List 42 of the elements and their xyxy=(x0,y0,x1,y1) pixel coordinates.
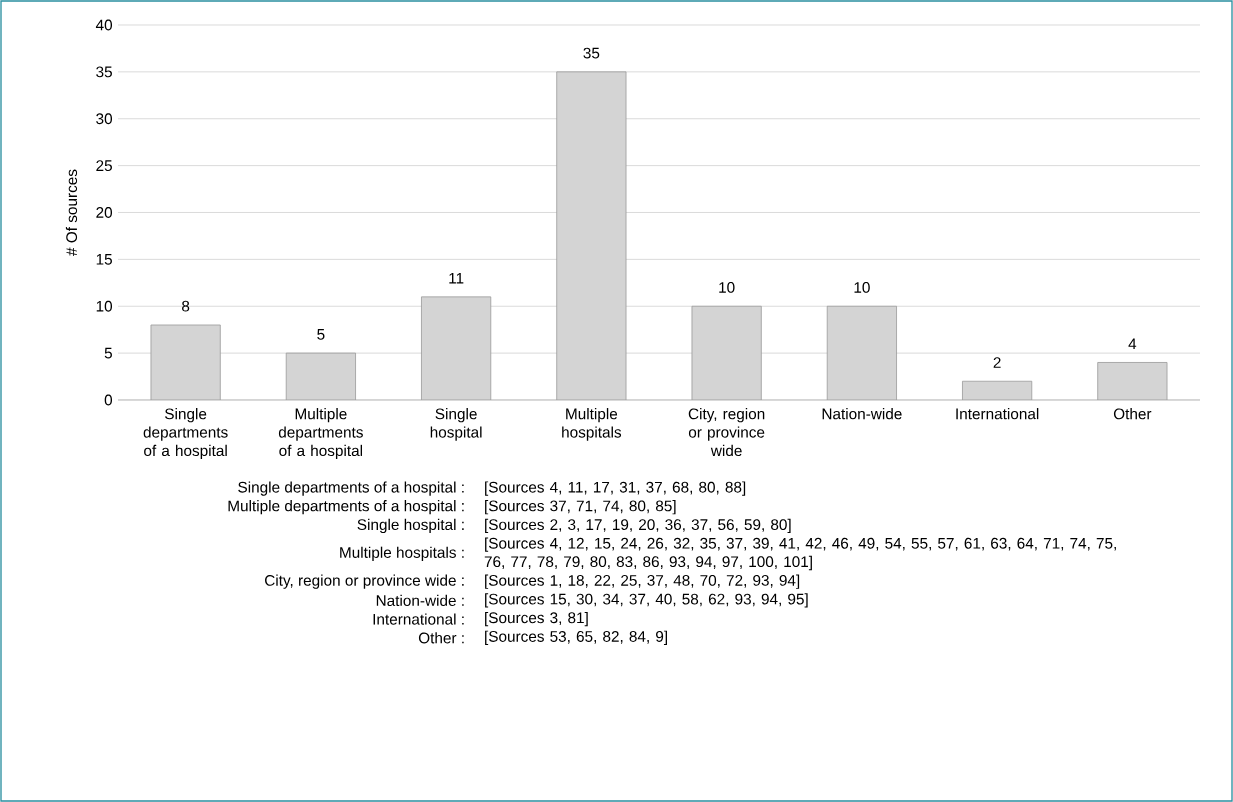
data-label: 4 xyxy=(1128,338,1137,350)
text: [Sources 15, 30, 34, 37, 40, 58, 62, 93, 94, 95] xyxy=(485,593,808,608)
y-tick-label: 40 xyxy=(95,19,113,31)
x-tick-label: Multiple hospitals xyxy=(562,408,622,441)
text: [Sources 4, 12, 15, 24, 26, 32, 35, 37, 39, 41, 42, 46, 49, 54, 55, 57, 61, 63, 64, 71, 74, 75, 76, 77, 78, 79, 80, 83, 86, 93, 94, 97, 100, 101] xyxy=(484,537,1116,571)
x-tick-label: Single hospital xyxy=(430,408,482,441)
data-label: 8 xyxy=(182,300,190,312)
data-label: 35 xyxy=(583,47,600,59)
data-label: 11 xyxy=(449,272,464,284)
y-tick-label: 10 xyxy=(96,300,113,312)
y-tick-label: 5 xyxy=(104,347,112,359)
y-axis-title: # Of sources xyxy=(65,169,78,256)
text: [Sources 2, 3, 17, 19, 20, 36, 37, 56, 59, 80] xyxy=(485,518,791,534)
text: [Sources 37, 71, 74, 80, 85] xyxy=(485,500,676,515)
text: Single hospital : xyxy=(357,518,464,534)
y-tick-label: 0 xyxy=(104,394,113,406)
y-tick-label: 20 xyxy=(96,207,113,218)
text: City, region or province wide : xyxy=(265,574,464,589)
text: [Sources 1, 18, 22, 25, 37, 48, 70, 72, 93, 94] xyxy=(485,574,800,589)
text: [Sources 3, 81] xyxy=(485,611,588,627)
x-tick-label: Other xyxy=(1113,408,1152,420)
text: [Sources 4, 11, 17, 31, 37, 68, 80, 88] xyxy=(485,481,746,496)
data-label: 10 xyxy=(854,282,870,293)
data-label: 2 xyxy=(993,357,1001,368)
y-tick-label: 35 xyxy=(96,66,112,78)
x-tick-label: Nation-wide xyxy=(822,408,902,420)
text: Nation-wide : xyxy=(376,594,464,607)
text: Other : xyxy=(418,632,464,644)
text: [Sources 53, 65, 82, 84, 9] xyxy=(485,630,667,645)
text: International : xyxy=(373,613,464,625)
y-tick-label: 25 xyxy=(96,160,112,172)
text: Single departments of a hospital : xyxy=(238,481,464,496)
data-label: 10 xyxy=(719,282,735,293)
x-tick-label: Multiple departments of a hospital xyxy=(278,408,363,460)
y-tick-label: 30 xyxy=(96,113,113,125)
x-tick-label: International xyxy=(956,408,1039,420)
x-tick-label: City, region or province wide xyxy=(688,408,765,457)
x-tick-label: Single departments of a hospital xyxy=(143,408,228,460)
data-label: 5 xyxy=(317,329,325,340)
y-tick-label: 15 xyxy=(96,254,112,265)
text: Multiple hospitals : xyxy=(340,546,464,561)
text: Multiple departments of a hospital : xyxy=(228,500,464,515)
